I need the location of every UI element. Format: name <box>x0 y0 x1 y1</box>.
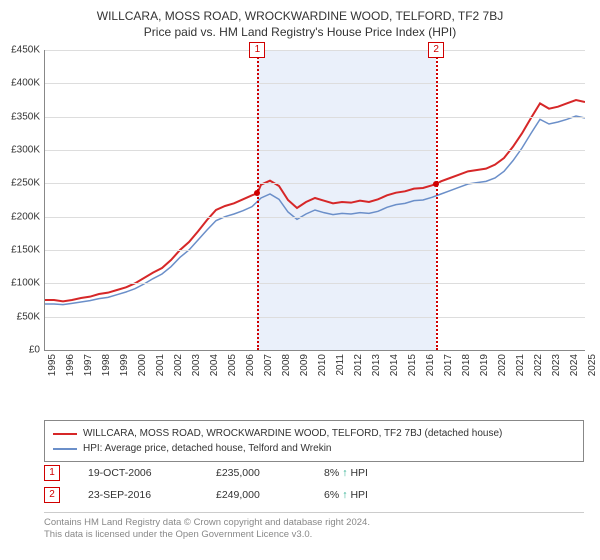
chart-subtitle: Price paid vs. HM Land Registry's House … <box>0 25 600 43</box>
x-axis-label: 2020 <box>497 354 508 376</box>
gridline-h <box>45 83 585 84</box>
x-axis-label: 2003 <box>191 354 202 376</box>
x-axis-label: 2014 <box>389 354 400 376</box>
x-axis-label: 2012 <box>353 354 364 376</box>
hpi-label: HPI <box>350 489 368 501</box>
x-axis-label: 2019 <box>479 354 490 376</box>
x-axis-label: 2025 <box>587 354 598 376</box>
arrow-up-icon: ↑ <box>342 489 347 501</box>
legend-swatch <box>53 448 77 450</box>
x-axis-label: 1998 <box>101 354 112 376</box>
gridline-h <box>45 317 585 318</box>
x-axis-label: 2015 <box>407 354 418 376</box>
x-axis-label: 2009 <box>299 354 310 376</box>
arrow-up-icon: ↑ <box>342 467 347 479</box>
chart-title: WILLCARA, MOSS ROAD, WROCKWARDINE WOOD, … <box>0 0 600 25</box>
chart-lines <box>45 50 585 350</box>
x-axis-label: 2008 <box>281 354 292 376</box>
y-axis-label: £50K <box>17 311 40 322</box>
hpi-percent: 6% <box>324 489 339 501</box>
plot-region: 12 <box>44 50 585 351</box>
marker-number-box: 1 <box>249 42 265 58</box>
footer-line2: This data is licensed under the Open Gov… <box>44 529 584 541</box>
marker-dot <box>433 181 439 187</box>
series-line <box>45 116 585 305</box>
x-axis-label: 2013 <box>371 354 382 376</box>
gridline-h <box>45 117 585 118</box>
transaction-row: 1 19-OCT-2006 £235,000 8%↑HPI <box>44 462 584 484</box>
y-axis-label: £350K <box>11 111 40 122</box>
legend-label: WILLCARA, MOSS ROAD, WROCKWARDINE WOOD, … <box>83 426 502 441</box>
transaction-date: 23-SEP-2016 <box>88 489 188 501</box>
x-axis-label: 1995 <box>47 354 58 376</box>
marker-dot <box>254 190 260 196</box>
gridline-h <box>45 150 585 151</box>
x-axis-label: 2011 <box>335 354 346 376</box>
gridline-h <box>45 183 585 184</box>
x-axis-label: 2023 <box>551 354 562 376</box>
gridline-h <box>45 217 585 218</box>
gridline-h <box>45 50 585 51</box>
series-line <box>45 100 585 301</box>
y-axis-label: £400K <box>11 78 40 89</box>
x-axis-label: 2000 <box>137 354 148 376</box>
chart-container: WILLCARA, MOSS ROAD, WROCKWARDINE WOOD, … <box>0 0 600 560</box>
transaction-hpi: 6%↑HPI <box>324 489 368 501</box>
x-axis-label: 2005 <box>227 354 238 376</box>
x-axis-label: 1999 <box>119 354 130 376</box>
transaction-hpi: 8%↑HPI <box>324 467 368 479</box>
y-axis-label: £200K <box>11 211 40 222</box>
legend-swatch <box>53 433 77 435</box>
x-axis-label: 2021 <box>515 354 526 376</box>
x-axis-label: 2010 <box>317 354 328 376</box>
y-axis-label: £250K <box>11 178 40 189</box>
marker-line <box>257 50 259 350</box>
transaction-date: 19-OCT-2006 <box>88 467 188 479</box>
hpi-percent: 8% <box>324 467 339 479</box>
x-axis-label: 2001 <box>155 354 166 376</box>
x-axis-label: 1996 <box>65 354 76 376</box>
legend-row: HPI: Average price, detached house, Telf… <box>53 441 575 456</box>
x-axis-label: 2002 <box>173 354 184 376</box>
chart-area: 12 £0£50K£100K£150K£200K£250K£300K£350K£… <box>44 50 584 380</box>
marker-number-box: 2 <box>428 42 444 58</box>
footer-line1: Contains HM Land Registry data © Crown c… <box>44 517 584 529</box>
transaction-price: £249,000 <box>216 489 296 501</box>
transaction-number: 1 <box>44 465 60 481</box>
gridline-h <box>45 283 585 284</box>
hpi-label: HPI <box>350 467 368 479</box>
x-axis-label: 2006 <box>245 354 256 376</box>
footer: Contains HM Land Registry data © Crown c… <box>44 512 584 542</box>
y-axis-label: £0 <box>29 345 40 356</box>
legend-row: WILLCARA, MOSS ROAD, WROCKWARDINE WOOD, … <box>53 426 575 441</box>
x-axis-label: 2024 <box>569 354 580 376</box>
y-axis-label: £450K <box>11 45 40 56</box>
gridline-h <box>45 250 585 251</box>
x-axis-label: 2004 <box>209 354 220 376</box>
transactions-table: 1 19-OCT-2006 £235,000 8%↑HPI 2 23-SEP-2016 £2… <box>44 462 584 506</box>
y-axis-label: £300K <box>11 145 40 156</box>
x-axis-label: 2018 <box>461 354 472 376</box>
x-axis-label: 1997 <box>83 354 94 376</box>
transaction-row: 2 23-SEP-2016 £249,000 6%↑HPI <box>44 484 584 506</box>
marker-line <box>436 50 438 350</box>
legend-label: HPI: Average price, detached house, Telf… <box>83 441 332 456</box>
x-axis-label: 2022 <box>533 354 544 376</box>
y-axis-label: £100K <box>11 278 40 289</box>
x-axis-label: 2017 <box>443 354 454 376</box>
y-axis-label: £150K <box>11 245 40 256</box>
x-axis-label: 2007 <box>263 354 274 376</box>
transaction-price: £235,000 <box>216 467 296 479</box>
x-axis-label: 2016 <box>425 354 436 376</box>
legend: WILLCARA, MOSS ROAD, WROCKWARDINE WOOD, … <box>44 420 584 462</box>
transaction-number: 2 <box>44 487 60 503</box>
